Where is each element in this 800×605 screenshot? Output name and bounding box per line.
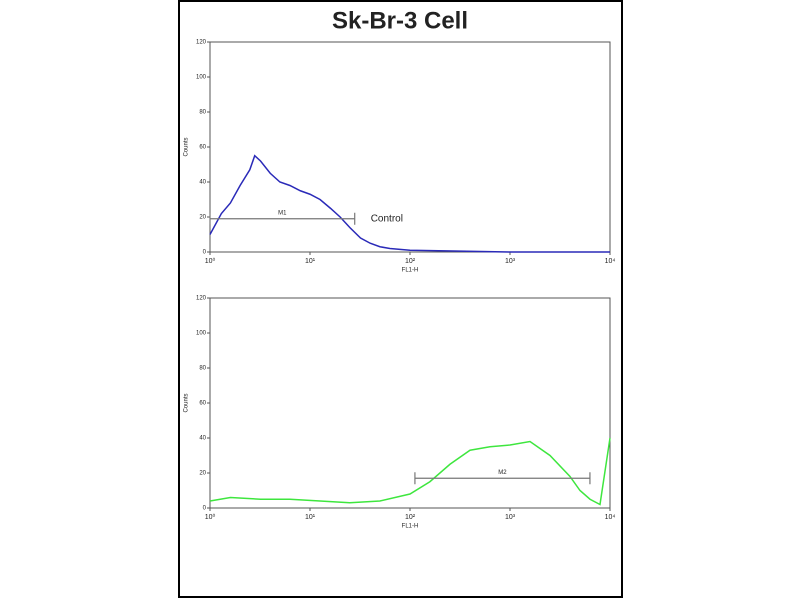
x-tick-label: 10² <box>405 514 416 521</box>
x-tick-label: 10⁰ <box>205 513 216 521</box>
y-tick-label: 20 <box>199 471 206 477</box>
y-tick-label: 120 <box>196 296 207 302</box>
y-tick-label: 0 <box>203 506 207 512</box>
gate-label: M1 <box>278 210 287 216</box>
figure-title: Sk-Br-3 Cell <box>332 7 468 34</box>
x-tick-label: 10³ <box>505 258 516 265</box>
y-tick-label: 20 <box>199 215 206 221</box>
x-tick-label: 10⁴ <box>605 514 616 521</box>
x-tick-label: 10⁴ <box>605 258 616 265</box>
y-tick-label: 80 <box>199 366 206 372</box>
x-tick-label: 10² <box>405 258 416 265</box>
y-axis-label: Counts <box>184 137 190 156</box>
y-tick-label: 100 <box>196 331 207 337</box>
y-tick-label: 60 <box>199 401 206 407</box>
y-tick-label: 40 <box>199 180 206 186</box>
gate-label: M2 <box>498 470 507 476</box>
x-tick-label: 10¹ <box>305 258 316 265</box>
histogram-line <box>209 437 611 506</box>
x-tick-label: 10¹ <box>305 514 316 521</box>
y-axis-label: Counts <box>184 393 190 412</box>
y-tick-label: 100 <box>196 75 207 81</box>
y-tick-label: 80 <box>199 110 206 116</box>
x-axis-label: FL1-H <box>402 268 419 274</box>
x-axis-label: FL1-H <box>402 524 419 530</box>
y-tick-label: 60 <box>199 145 206 151</box>
frame <box>178 0 623 598</box>
gate-note: Control <box>371 213 403 224</box>
y-tick-label: 40 <box>199 436 206 442</box>
y-tick-label: 120 <box>196 40 207 46</box>
histogram-line <box>209 154 610 253</box>
x-tick-label: 10⁰ <box>205 257 216 265</box>
y-tick-label: 0 <box>203 250 207 256</box>
x-tick-label: 10³ <box>505 514 516 521</box>
